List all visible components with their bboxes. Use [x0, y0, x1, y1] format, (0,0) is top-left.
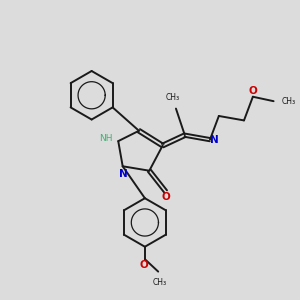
Text: O: O: [161, 192, 170, 202]
Text: N: N: [210, 135, 219, 145]
Text: CH₃: CH₃: [282, 97, 296, 106]
Text: CH₃: CH₃: [166, 93, 180, 102]
Text: N: N: [119, 169, 128, 179]
Text: O: O: [140, 260, 149, 270]
Text: CH₃: CH₃: [153, 278, 167, 287]
Text: O: O: [249, 86, 257, 96]
Text: NH: NH: [99, 134, 112, 143]
